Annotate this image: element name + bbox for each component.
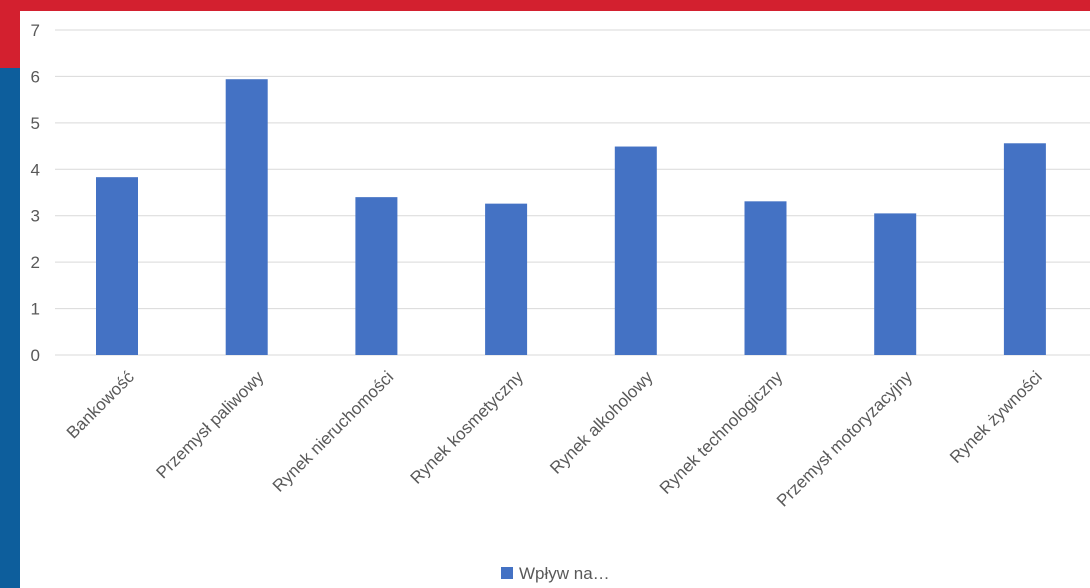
category-label: Przemysł motoryzacyjny <box>773 367 916 510</box>
gridlines <box>55 29 1090 356</box>
legend-label: Wpływ na… <box>519 564 610 583</box>
category-label: Rynek alkoholowy <box>546 367 657 478</box>
bar <box>96 177 138 355</box>
y-tick-label: 4 <box>31 160 40 179</box>
bar <box>1003 143 1046 355</box>
y-tick-label: 3 <box>31 207 40 226</box>
bar <box>614 146 657 355</box>
category-label: Rynek kosmetyczny <box>407 367 528 488</box>
category-label: Rynek technologiczny <box>656 367 787 498</box>
bar <box>225 79 268 355</box>
bar <box>874 213 917 355</box>
category-labels: Bankowość Przemysł paliwowy Rynek nierucho… <box>63 367 1046 510</box>
y-tick-label: 5 <box>31 114 40 133</box>
y-tick-label: 6 <box>31 67 40 86</box>
category-label: Bankowość <box>63 367 138 442</box>
bar <box>744 201 787 355</box>
bar <box>355 197 398 355</box>
left-red-accent <box>0 0 20 68</box>
left-blue-strip <box>0 68 20 588</box>
category-label: Przemysł paliwowy <box>153 367 268 482</box>
y-axis-ticks: 0 1 2 3 4 5 6 7 <box>31 21 40 365</box>
y-tick-label: 7 <box>31 21 40 40</box>
top-red-band <box>0 0 1090 11</box>
bar <box>485 203 528 355</box>
category-label: Rynek nieruchomości <box>269 367 397 495</box>
legend-swatch <box>501 567 513 579</box>
category-label: Rynek żywności <box>946 367 1046 467</box>
y-tick-label: 0 <box>31 346 40 365</box>
legend: Wpływ na… <box>501 564 610 583</box>
y-tick-label: 2 <box>31 253 40 272</box>
y-tick-label: 1 <box>31 300 40 319</box>
bars <box>96 79 1046 355</box>
